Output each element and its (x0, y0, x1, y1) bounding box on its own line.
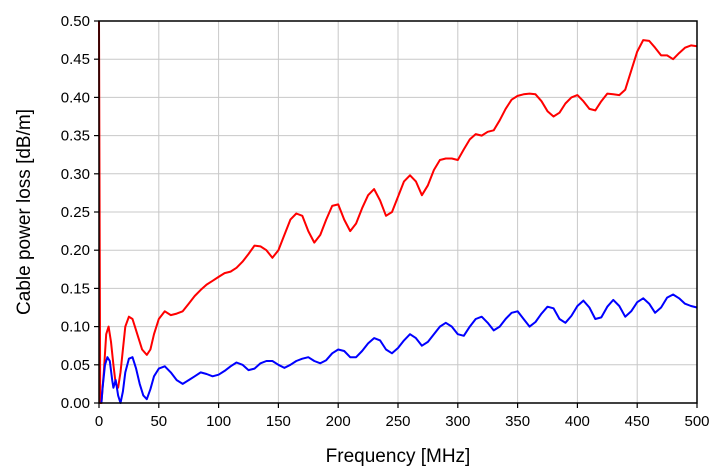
y-tick-label: 0.15 (61, 280, 90, 297)
series-line-2 (100, 293, 698, 404)
x-tick-label: 350 (505, 413, 530, 430)
y-tick-label: 0.40 (61, 89, 90, 106)
y-tick-label: 0.00 (61, 395, 90, 412)
y-tick-label: 0.05 (61, 357, 90, 374)
grid (99, 21, 697, 403)
series-line-1 (98, 20, 698, 404)
y-tick-label: 0.50 (61, 13, 90, 30)
y-tick-label: 0.20 (61, 242, 90, 259)
x-tick-label: 100 (206, 413, 231, 430)
x-axis-title: Frequency [MHz] (326, 446, 471, 467)
y-tick-label: 0.25 (61, 204, 90, 221)
x-tick-label: 250 (385, 413, 410, 430)
series-group (98, 20, 698, 404)
tick-group: 0 50 100 150 200 250 300 350 400 450 500 0.00 0.05 0.… (61, 13, 710, 430)
x-tick-label: 0 (95, 413, 103, 430)
y-tick-label: 0.45 (61, 51, 90, 68)
y-tick-label: 0.30 (61, 166, 90, 183)
x-tick-label: 450 (625, 413, 650, 430)
x-tick-label: 150 (266, 413, 291, 430)
x-tick-label: 300 (445, 413, 470, 430)
x-tick-label: 400 (565, 413, 590, 430)
y-axis-title: Cable power loss [dB/m] (14, 109, 35, 315)
x-tick-label: 200 (326, 413, 351, 430)
y-tick-label: 0.35 (61, 128, 90, 145)
y-tick-label: 0.10 (61, 319, 90, 336)
x-tick-label: 500 (684, 413, 709, 430)
x-tick-label: 50 (150, 413, 167, 430)
